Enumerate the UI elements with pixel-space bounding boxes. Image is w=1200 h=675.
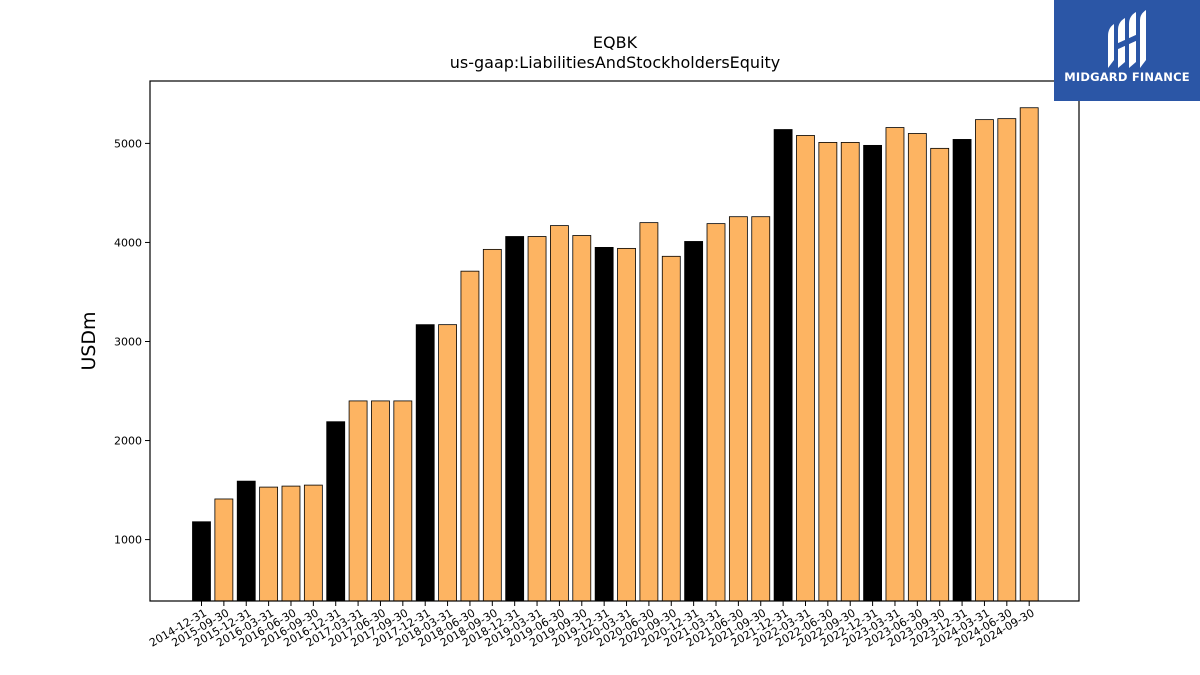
bar bbox=[706, 223, 726, 602]
bar bbox=[639, 222, 659, 602]
bar bbox=[460, 270, 480, 602]
bar bbox=[684, 241, 704, 602]
bar bbox=[236, 480, 256, 602]
bar bbox=[594, 246, 614, 602]
bar bbox=[527, 236, 547, 602]
bar bbox=[550, 225, 569, 602]
y-axis-ticks: 1000 2000 3000 4000 5000 bbox=[114, 137, 150, 547]
bar bbox=[438, 324, 457, 602]
bar bbox=[930, 147, 950, 602]
bar bbox=[907, 133, 927, 602]
bar bbox=[572, 235, 592, 602]
chart-title: EQBK bbox=[593, 33, 638, 52]
x-axis-ticks: 2014-12-312015-09-302015-12-312016-03-31… bbox=[147, 601, 1037, 650]
bar bbox=[796, 135, 815, 602]
bar bbox=[415, 324, 435, 602]
bar bbox=[661, 255, 681, 602]
bar bbox=[393, 400, 413, 602]
bar bbox=[617, 247, 636, 602]
bar bbox=[885, 127, 905, 602]
bar bbox=[303, 484, 323, 602]
y-tick-label: 3000 bbox=[114, 335, 142, 348]
y-axis-label: USDm bbox=[78, 311, 100, 370]
bar bbox=[728, 216, 748, 602]
bar bbox=[348, 400, 368, 602]
bar bbox=[214, 498, 234, 602]
y-tick-label: 5000 bbox=[114, 137, 142, 150]
bar bbox=[505, 236, 525, 602]
y-tick-label: 4000 bbox=[114, 236, 142, 249]
bar bbox=[371, 400, 390, 602]
bar bbox=[773, 129, 793, 602]
chart-subtitle: us-gaap:LiabilitiesAndStockholdersEquity bbox=[450, 53, 781, 72]
y-tick-label: 2000 bbox=[114, 435, 142, 448]
bar bbox=[281, 485, 301, 602]
bar bbox=[840, 142, 860, 602]
plot-frame bbox=[149, 80, 1080, 602]
bars-group bbox=[192, 107, 1039, 602]
bar bbox=[192, 521, 211, 602]
midgard-logo-icon bbox=[1108, 10, 1146, 68]
bar bbox=[863, 144, 882, 602]
bar bbox=[975, 119, 994, 602]
bar bbox=[997, 118, 1017, 602]
bar bbox=[482, 248, 502, 602]
bar bbox=[818, 142, 838, 602]
bar bbox=[1019, 107, 1039, 602]
bar bbox=[751, 216, 771, 602]
logo-text: MIDGARD FINANCE bbox=[1064, 70, 1190, 84]
bar bbox=[326, 421, 346, 602]
bar bbox=[952, 139, 972, 602]
y-tick-label: 1000 bbox=[114, 534, 142, 547]
bar bbox=[259, 486, 279, 602]
brand-logo: MIDGARD FINANCE bbox=[1054, 0, 1200, 101]
